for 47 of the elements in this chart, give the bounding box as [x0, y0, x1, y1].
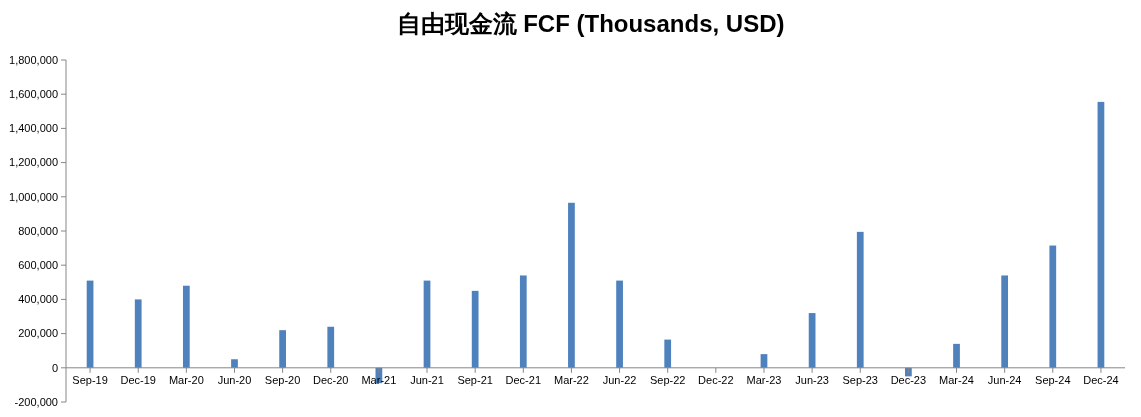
x-tick-label: Jun-23 — [795, 373, 829, 386]
bar — [182, 285, 190, 368]
x-tick-label: Sep-24 — [1035, 373, 1071, 386]
y-tick-label: 1,400,000 — [9, 122, 58, 135]
y-tick-label: 800,000 — [18, 224, 58, 237]
bar — [1001, 275, 1009, 368]
bar — [1049, 245, 1057, 368]
bar — [664, 339, 672, 368]
y-tick-label: 1,200,000 — [9, 156, 58, 169]
y-tick-label: 200,000 — [18, 327, 58, 340]
x-tick-label: Jun-21 — [410, 373, 444, 386]
y-tick-label: 1,800,000 — [9, 53, 58, 66]
bar — [519, 275, 527, 368]
bar — [231, 359, 238, 368]
bar — [134, 299, 142, 368]
x-tick-label: Sep-19 — [72, 373, 108, 386]
x-tick-label: Dec-20 — [313, 373, 349, 386]
bar — [856, 231, 864, 368]
x-tick-label: Sep-22 — [649, 373, 686, 386]
bar — [953, 343, 960, 368]
x-tick-label: Mar-24 — [939, 373, 974, 386]
x-tick-label: Dec-24 — [1083, 373, 1119, 386]
x-tick-label: Sep-20 — [264, 373, 301, 386]
y-tick-label: 1,000,000 — [9, 190, 58, 203]
x-tick-label: Dec-23 — [890, 373, 927, 386]
x-tick-label: Jun-24 — [987, 373, 1022, 386]
x-tick-label: Mar-23 — [746, 373, 782, 386]
x-tick-label: Jun-20 — [217, 373, 252, 386]
y-tick-label: 1,600,000 — [9, 88, 58, 101]
y-tick-label: -200,000 — [14, 395, 58, 408]
y-tick-label: 400,000 — [18, 293, 58, 306]
bar — [279, 330, 286, 368]
bar — [471, 290, 479, 368]
y-tick-label: 0 — [51, 361, 58, 374]
x-tick-label: Sep-23 — [842, 373, 878, 386]
x-tick-label: Dec-19 — [120, 373, 156, 386]
bar — [568, 202, 575, 368]
x-tick-label: Mar-22 — [554, 373, 589, 386]
x-tick-label: Mar-20 — [168, 373, 204, 386]
bar — [327, 326, 335, 368]
bar — [616, 280, 623, 368]
x-tick-label: Sep-21 — [457, 373, 493, 386]
chart-title: 自由现金流 FCF (Thousands, USD) — [396, 10, 785, 37]
x-tick-label: Jun-22 — [602, 373, 637, 386]
y-tick-label: 600,000 — [18, 259, 58, 272]
x-tick-label: Dec-22 — [698, 373, 734, 386]
x-tick-label: Dec-21 — [505, 373, 542, 386]
